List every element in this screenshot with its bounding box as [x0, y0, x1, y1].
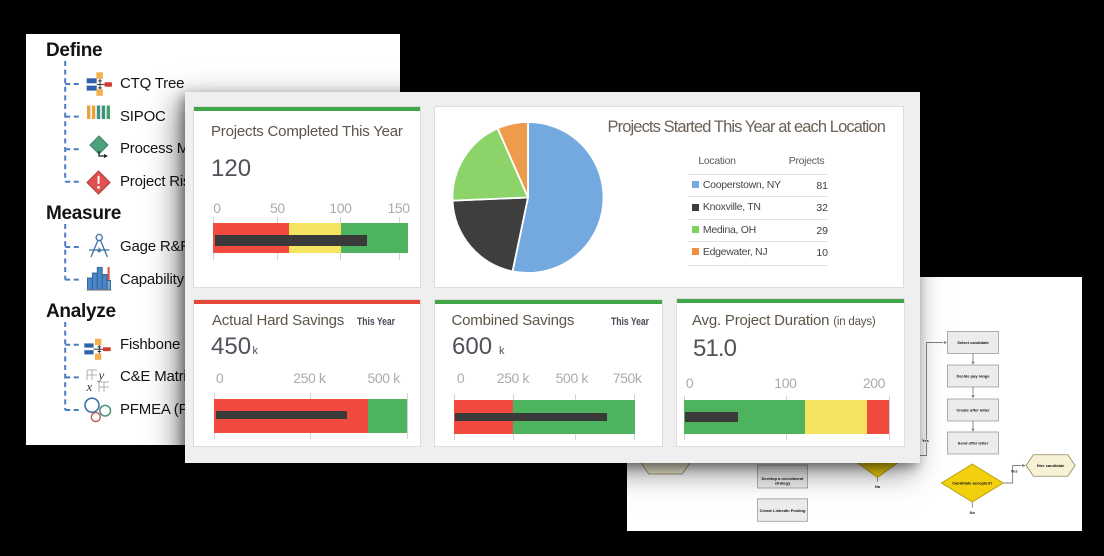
svg-text:Yes: Yes [922, 438, 930, 443]
svg-text:Yes: Yes [1011, 469, 1019, 474]
svg-text:Create offer letter: Create offer letter [956, 407, 990, 412]
svg-text:Candidate accepted?: Candidate accepted? [952, 481, 993, 486]
svg-text:No: No [970, 510, 976, 515]
svg-text:Decide pay range: Decide pay range [956, 373, 990, 378]
svg-text:strategy: strategy [775, 481, 791, 486]
svg-text:y: y [97, 369, 105, 383]
svg-text:x: x [86, 379, 93, 393]
svg-text:Send offer letter: Send offer letter [958, 441, 989, 446]
svg-text:Hire candidate: Hire candidate [1037, 463, 1065, 468]
svg-text:Select candidate: Select candidate [957, 340, 989, 345]
svg-text:No: No [875, 484, 881, 489]
svg-text:Create LinkedIn Posting: Create LinkedIn Posting [760, 508, 806, 513]
svg-text:Develop a recruitment: Develop a recruitment [762, 476, 805, 481]
